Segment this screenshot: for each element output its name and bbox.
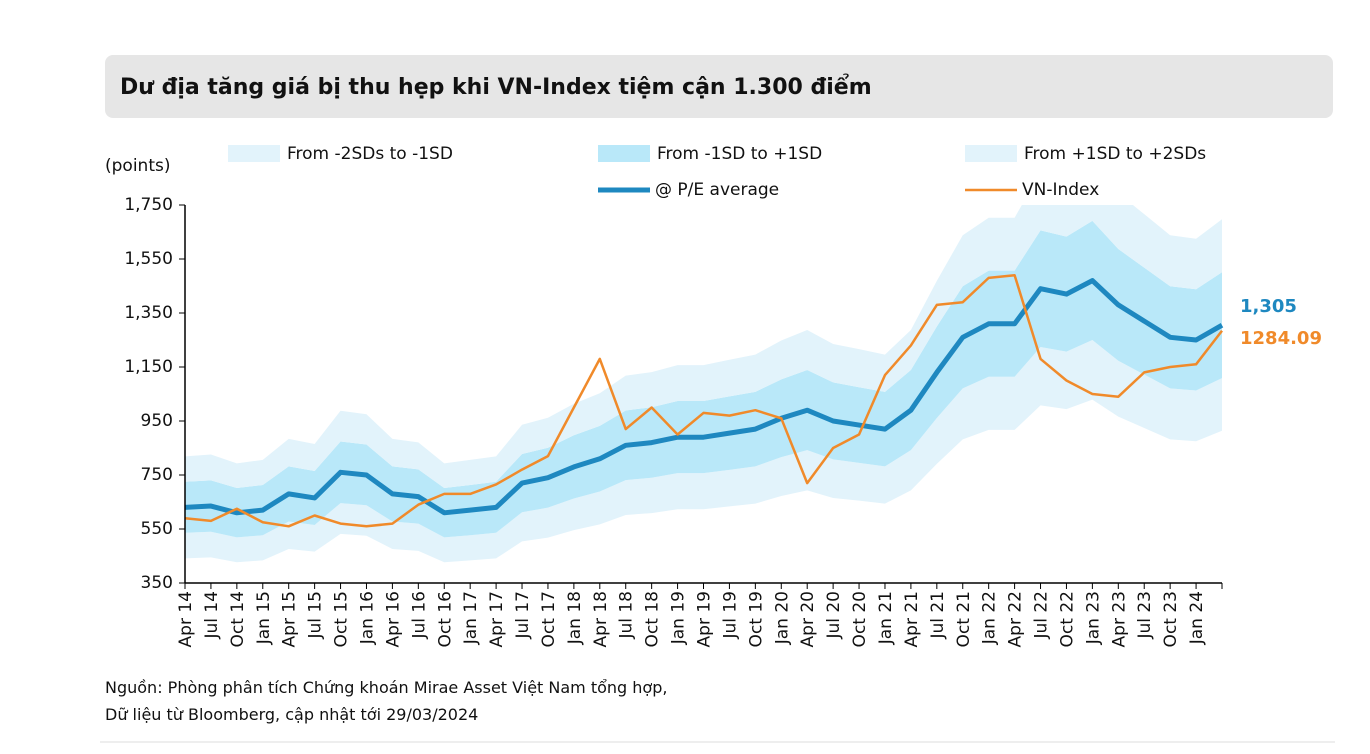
x-tick-label: Apr 15 [280, 591, 300, 647]
y-tick-label: 1,550 [124, 249, 173, 269]
x-tick-label: Apr 23 [1109, 591, 1129, 647]
end-label: 1,305 [1240, 296, 1297, 317]
legend-swatch [598, 145, 650, 162]
x-tick-label: Jan 18 [565, 591, 585, 645]
y-tick-label: 350 [141, 573, 173, 593]
x-tick-label: Oct 18 [643, 591, 663, 647]
x-tick-label: Apr 20 [798, 591, 818, 647]
series-line [185, 278, 1224, 516]
y-tick-label: 1,750 [124, 195, 173, 215]
band-area [185, 205, 1222, 488]
x-tick-label: Apr 17 [487, 591, 507, 647]
legend-label: VN-Index [1022, 180, 1099, 200]
x-tick-label: Apr 22 [1006, 591, 1026, 647]
chart-title: Dư địa tăng giá bị thu hẹp khi VN-Index … [120, 74, 872, 100]
x-tick-label: Jan 24 [1187, 591, 1207, 645]
band-area [185, 340, 1222, 563]
legend-swatch [965, 145, 1017, 162]
plot-area [185, 205, 1224, 563]
x-tick-label: Apr 19 [695, 591, 715, 647]
x-tick-label: Apr 16 [383, 591, 403, 647]
y-tick-label: 550 [141, 519, 173, 539]
x-tick-label: Oct 15 [332, 591, 352, 647]
end-label: 1284.09 [1240, 328, 1322, 349]
x-tick-label: Apr 18 [591, 591, 611, 647]
series-line [185, 273, 1223, 528]
source-line: Dữ liệu từ Bloomberg, cập nhật tới 29/03… [105, 705, 478, 724]
band-area [185, 220, 1222, 538]
y-tick-label: 950 [141, 411, 173, 431]
x-tick-label: Jul 15 [306, 591, 326, 640]
y-axis-label: (points) [105, 156, 170, 176]
x-tick-label: Jul 19 [720, 591, 740, 640]
x-tick-label: Jul 16 [409, 591, 429, 640]
x-tick-label: Jan 16 [357, 591, 377, 645]
x-tick-label: Jan 22 [980, 591, 1000, 645]
y-tick-label: 750 [141, 465, 173, 485]
x-tick-label: Jan 19 [669, 591, 689, 645]
x-tick-label: Jan 21 [876, 591, 896, 645]
x-tick-label: Jan 23 [1083, 591, 1103, 645]
x-tick-label: Jul 23 [1135, 591, 1155, 640]
legend-label: @ P/E average [655, 180, 779, 200]
x-tick-label: Jan 17 [461, 591, 481, 645]
x-tick-label: Oct 20 [850, 591, 870, 647]
legend-label: From -1SD to +1SD [657, 144, 822, 164]
x-tick-label: Oct 17 [539, 591, 559, 647]
x-tick-label: Jul 21 [928, 591, 948, 640]
x-tick-label: Apr 21 [902, 591, 922, 647]
x-tick-label: Jul 14 [202, 591, 222, 640]
x-tick-label: Apr 14 [176, 591, 196, 647]
y-tick-label: 1,350 [124, 303, 173, 323]
y-tick-label: 1,150 [124, 357, 173, 377]
x-tick-label: Oct 19 [746, 591, 766, 647]
x-tick-label: Oct 23 [1161, 591, 1181, 647]
x-tick-label: Oct 21 [954, 591, 974, 647]
x-tick-label: Oct 16 [435, 591, 455, 647]
x-tick-label: Jul 17 [513, 591, 533, 640]
legend-label: From +1SD to +2SDs [1024, 144, 1206, 164]
title-box [105, 55, 1333, 118]
x-tick-label: Jan 20 [772, 591, 792, 645]
x-tick-label: Jan 15 [254, 591, 274, 645]
x-tick-label: Oct 14 [228, 591, 248, 647]
x-tick-label: Oct 22 [1057, 591, 1077, 647]
x-tick-label: Jul 20 [824, 591, 844, 640]
legend-label: From -2SDs to -1SD [287, 144, 453, 164]
legend-swatch [228, 145, 280, 162]
x-tick-label: Jul 18 [617, 591, 637, 640]
x-tick-label: Jul 22 [1032, 591, 1052, 640]
source-line: Nguồn: Phòng phân tích Chứng khoán Mirae… [105, 678, 667, 697]
